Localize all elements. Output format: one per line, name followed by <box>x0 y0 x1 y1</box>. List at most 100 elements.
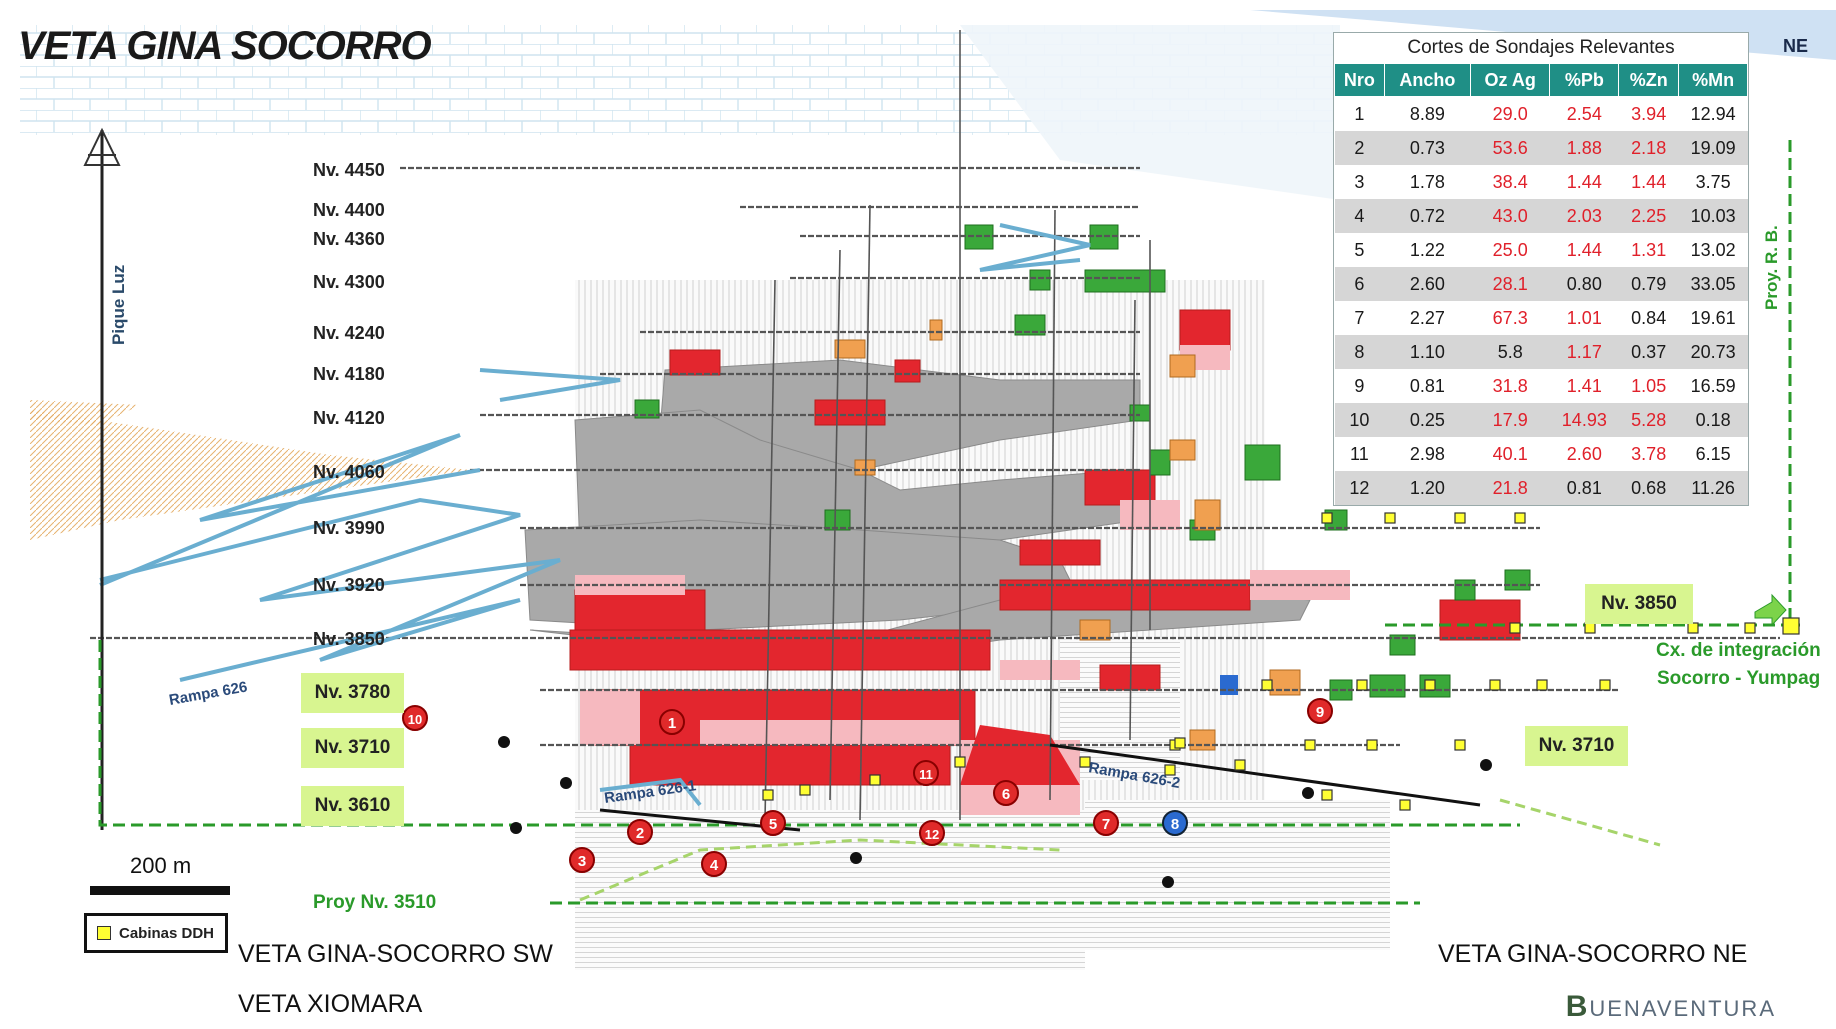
table-cell: 29.0 <box>1470 96 1550 131</box>
table-cell: 2.27 <box>1384 301 1471 335</box>
column-header: Oz Ag <box>1469 63 1551 97</box>
crosscut-label-line1: Cx. de integración <box>1656 640 1821 661</box>
scale-bar <box>90 886 230 895</box>
fault-zone <box>30 410 470 540</box>
svg-text:2: 2 <box>636 825 644 842</box>
table-cell: 2.18 <box>1618 131 1679 165</box>
lower-grid <box>575 810 1085 970</box>
table-cell: 2.25 <box>1618 199 1679 233</box>
table-cell: 16.59 <box>1678 369 1748 403</box>
drill-marker-4: 4 <box>701 851 727 877</box>
ddh-cabins <box>762 512 1800 811</box>
svg-text:6: 6 <box>1002 786 1010 803</box>
legend-label: Cabinas DDH <box>119 924 215 942</box>
table-cell: 4 <box>1334 199 1385 233</box>
table-cell: 1.31 <box>1618 233 1679 267</box>
level-badge-3710: Nv. 3710 <box>301 728 404 768</box>
table-row: 11 2.98 40.1 2.60 3.78 6.15 <box>1334 437 1748 471</box>
table-cell: 2.54 <box>1549 96 1619 131</box>
table-cell: 0.84 <box>1618 301 1679 335</box>
drill-marker-1: 1 <box>659 709 685 735</box>
level-badge-3710-ne: Nv. 3710 <box>1525 726 1628 766</box>
drill-marker-11: 11 <box>913 760 939 786</box>
table-cell: 14.93 <box>1549 403 1619 437</box>
table-cell: 0.81 <box>1549 471 1619 505</box>
page-title: VETA GINA SOCORRO <box>18 24 432 68</box>
table-cell: 1.41 <box>1549 369 1619 403</box>
table-cell: 2.60 <box>1549 437 1619 471</box>
table-cell: 5.8 <box>1470 335 1550 369</box>
table-cell: 43.0 <box>1470 199 1550 233</box>
table-cell: 40.1 <box>1470 437 1550 471</box>
table-body: 1 8.89 29.0 2.54 3.94 12.94 2 0.73 53.6 1.88 2.18 1… <box>1334 96 1748 505</box>
fault-zone-upper <box>30 400 140 425</box>
level-badge-3610: Nv. 3610 <box>301 786 404 826</box>
drill-marker-10: 10 <box>402 705 428 731</box>
table-row: 6 2.60 28.1 0.80 0.79 33.05 <box>1334 267 1748 301</box>
table-cell: 3.94 <box>1618 96 1679 131</box>
level-label: Nv. 4060 <box>313 462 385 482</box>
table-cell: 1.78 <box>1384 165 1471 199</box>
svg-text:4: 4 <box>710 857 719 874</box>
level-label: Nv. 3920 <box>313 575 385 595</box>
legend: Cabinas DDH <box>84 913 228 953</box>
svg-text:9: 9 <box>1316 704 1324 721</box>
table-cell: 6.15 <box>1678 437 1748 471</box>
column-header: %Pb <box>1549 63 1620 97</box>
table-cell: 31.8 <box>1470 369 1550 403</box>
level-label: Nv. 4240 <box>313 323 385 343</box>
surface-shade <box>960 25 1340 200</box>
level-label: Nv. 4360 <box>313 229 385 249</box>
level-labels: Nv. 4450 Nv. 4400 Nv. 4360 Nv. 4300 Nv. … <box>313 160 385 649</box>
table-cell: 3 <box>1334 165 1385 199</box>
vein-label-sw: VETA GINA-SOCORRO SW <box>238 940 553 968</box>
table-row: 9 0.81 31.8 1.41 1.05 16.59 <box>1334 369 1748 403</box>
table-header-row: Nro Ancho Oz Ag %Pb %Zn %Mn <box>1334 63 1748 97</box>
svg-text:12: 12 <box>925 827 939 842</box>
table-row: 3 1.78 38.4 1.44 1.44 3.75 <box>1334 165 1748 199</box>
table-cell: 7 <box>1334 301 1385 335</box>
table-cell: 33.05 <box>1678 267 1748 301</box>
table-cell: 1 <box>1334 96 1385 131</box>
table-cell: 1.44 <box>1549 165 1619 199</box>
lower-grid-ne <box>1085 800 1390 950</box>
table-cell: 2.98 <box>1384 437 1471 471</box>
company-logo: BUENAVENTURA <box>1565 990 1776 1023</box>
table-cell: 10 <box>1334 403 1385 437</box>
table-row: 12 1.20 21.8 0.81 0.68 11.26 <box>1334 471 1748 505</box>
table-cell: 1.22 <box>1384 233 1471 267</box>
table-cell: 0.72 <box>1384 199 1471 233</box>
blue-block <box>1220 675 1238 695</box>
level-badge-3850-ne: Nv. 3850 <box>1585 584 1693 624</box>
results-grid: Nro Ancho Oz Ag %Pb %Zn %Mn 1 8.89 29.0 2.5… <box>1334 63 1748 505</box>
shaft-label: Pique Luz <box>109 265 128 345</box>
crosscut-label-line2: Socorro - Yumpag <box>1657 668 1821 689</box>
shaft <box>83 127 121 830</box>
raises <box>764 30 1151 821</box>
column-header: %Mn <box>1678 63 1748 97</box>
table-cell: 28.1 <box>1470 267 1550 301</box>
table-cell: 1.17 <box>1549 335 1619 369</box>
table-cell: 5 <box>1334 233 1385 267</box>
table-row: 2 0.73 53.6 1.88 2.18 19.09 <box>1334 131 1748 165</box>
table-cell: 5.28 <box>1618 403 1679 437</box>
svg-text:3: 3 <box>578 853 586 870</box>
ddh-cabin-icon <box>97 926 111 940</box>
svg-text:8: 8 <box>1171 816 1179 833</box>
table-cell: 38.4 <box>1470 165 1550 199</box>
table-row: 4 0.72 43.0 2.03 2.25 10.03 <box>1334 199 1748 233</box>
table-cell: 3.75 <box>1678 165 1748 199</box>
high-grade-areas <box>569 309 1521 786</box>
table-cell: 2 <box>1334 131 1385 165</box>
level-label: Nv. 3850 <box>313 629 385 649</box>
drill-marker-2: 2 <box>627 819 653 845</box>
table-row: 10 0.25 17.9 14.93 5.28 0.18 <box>1334 403 1748 437</box>
table-cell: 19.61 <box>1678 301 1748 335</box>
table-cell: 2.03 <box>1549 199 1619 233</box>
drill-marker-9: 9 <box>1307 698 1333 724</box>
drill-marker-6: 6 <box>993 780 1019 806</box>
column-header: Nro <box>1334 63 1385 97</box>
column-header: %Zn <box>1618 63 1680 97</box>
table-cell: 0.79 <box>1618 267 1679 301</box>
svg-text:1: 1 <box>668 715 676 732</box>
